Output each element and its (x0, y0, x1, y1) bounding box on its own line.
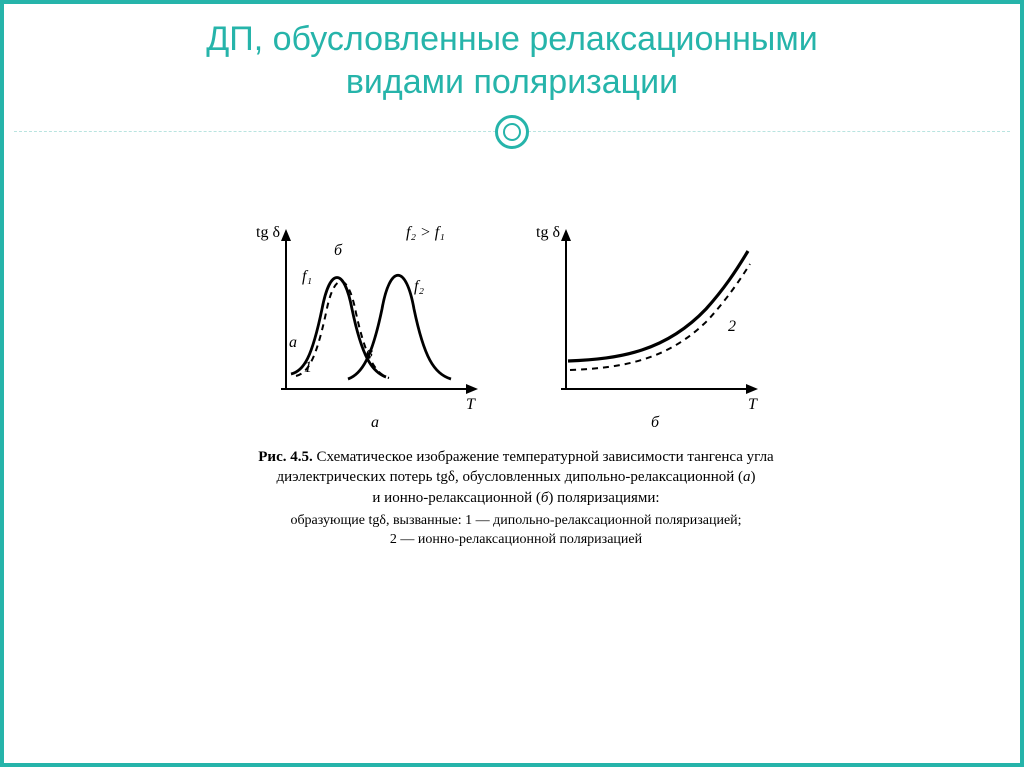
figure-caption: Рис. 4.5. Схематическое изображение темп… (212, 447, 820, 508)
chart-a-label-b: б (334, 242, 343, 259)
caption-a-italic: а (743, 469, 751, 485)
title-line-2: видами поляризации (346, 63, 678, 101)
chart-b-ylabel: tg δ (536, 224, 560, 241)
chart-b-y-arrow (561, 229, 571, 241)
chart-b: tg δ T б 2 (516, 209, 796, 439)
chart-a-label-f2: f₂ (414, 278, 424, 295)
chart-b-xlabel: T (748, 396, 758, 413)
chart-a-label-a: а (289, 334, 297, 351)
chart-b-panel-label: б (651, 414, 660, 431)
divider-circle-inner (503, 123, 521, 141)
subcaption-2: — ионно-релаксационной поляризацией (397, 532, 642, 547)
title-divider (4, 111, 1020, 151)
chart-a-ylabel: tg δ (256, 224, 280, 241)
caption-fig-label: Рис. 4.5. (258, 449, 312, 465)
chart-a-label-f1: f₁ (302, 268, 312, 285)
caption-line3b: ) поляризациями: (548, 490, 659, 506)
chart-a-x-arrow (466, 384, 478, 394)
subcaption-1b: — дипольно-релаксационной поляризацией; (472, 513, 741, 528)
caption-line2: диэлектрических потерь tgδ, обусловленны… (276, 469, 743, 485)
caption-line3a: и ионно-релаксационной ( (372, 490, 540, 506)
chart-b-label-2: 2 (728, 318, 736, 335)
chart-a-annotation: f₂ > f₁ (406, 224, 445, 241)
chart-b-x-arrow (746, 384, 758, 394)
divider-circle-outer (495, 115, 529, 149)
subcaption-2-num: 2 (390, 532, 397, 547)
caption-line1: Схематическое изображение температурной … (313, 449, 774, 465)
title-line-1: ДП, обусловленные релаксационными (206, 20, 817, 58)
page-title: ДП, обусловленные релаксационными видами… (4, 4, 1020, 103)
figure-block: tg δ T а f₂ > f₁ f₁ f₂ б а в 1 tg δ T б … (212, 209, 820, 579)
chart-a: tg δ T а f₂ > f₁ f₁ f₂ б а в 1 (236, 209, 516, 439)
chart-a-panel-label: а (371, 414, 379, 431)
chart-b-curve-dashed (570, 264, 750, 370)
subcaption-1a: образующие tgδ, вызванные: (290, 513, 465, 528)
chart-a-xlabel: T (466, 396, 476, 413)
chart-a-y-arrow (281, 229, 291, 241)
figure-subcaption: образующие tgδ, вызванные: 1 — дипольно-… (212, 512, 820, 550)
caption-line2b: ) (751, 469, 756, 485)
charts-row: tg δ T а f₂ > f₁ f₁ f₂ б а в 1 tg δ T б … (212, 209, 820, 439)
chart-a-label-1: 1 (304, 359, 312, 376)
chart-a-curve-b (348, 275, 451, 379)
chart-a-label-v: в (366, 344, 373, 361)
